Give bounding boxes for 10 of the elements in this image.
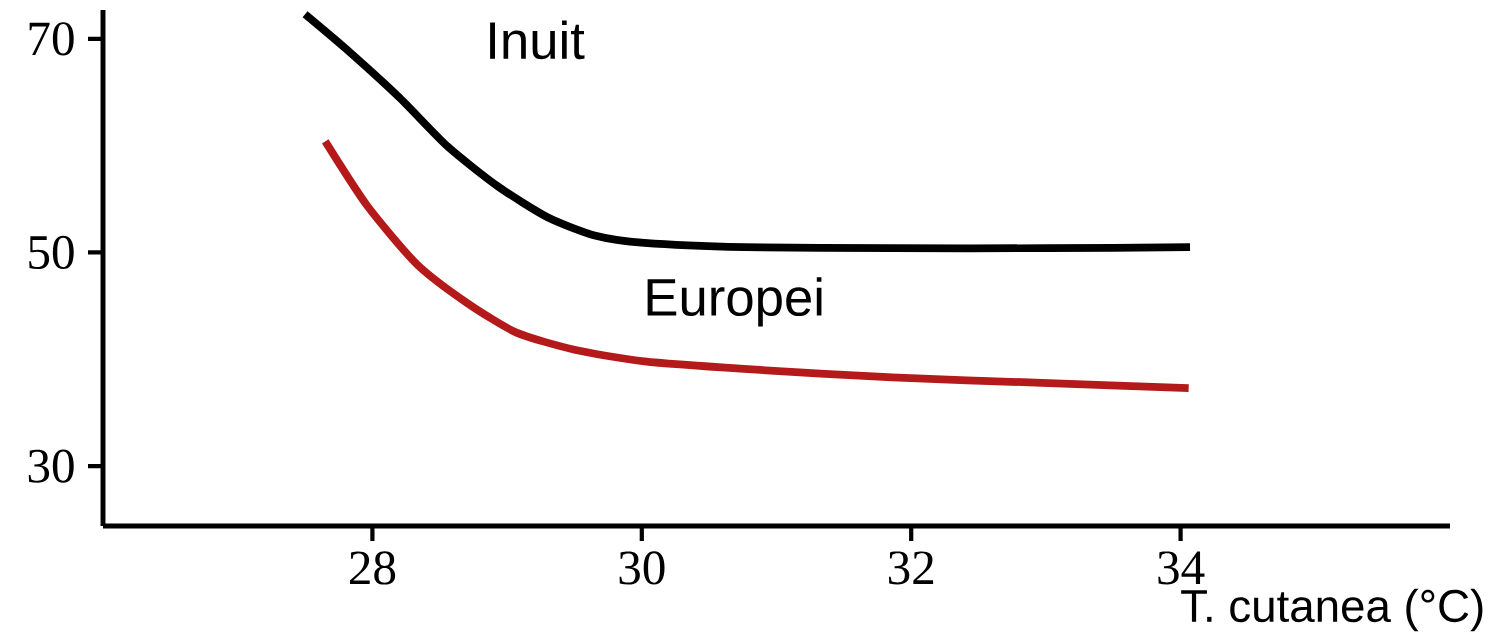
x-tick-label: 32	[888, 551, 934, 585]
y-tick-label: 50	[29, 235, 74, 270]
series-label: Inuit	[490, 20, 585, 60]
x-tick-label: 28	[349, 551, 396, 585]
x-tick-label: 34	[1158, 551, 1205, 585]
x-tick-label: 30	[619, 551, 665, 585]
series-label: Europei	[647, 277, 822, 327]
y-tick-label: 30	[28, 449, 74, 483]
x-axis-title: T. cutanea (°C)	[1181, 588, 1483, 632]
y-tick-label: 70	[29, 22, 74, 56]
